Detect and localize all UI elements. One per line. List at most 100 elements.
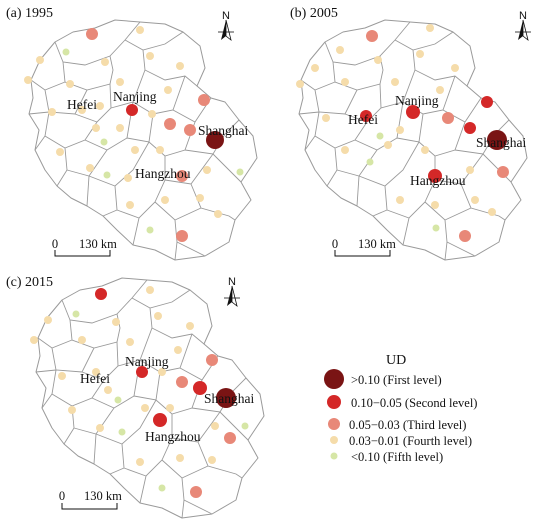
ud-dot — [322, 114, 330, 122]
legend-label: 0.05−0.03 (Third level) — [349, 418, 466, 432]
legend-item-fifth: <0.10 (Fifth level) — [330, 450, 443, 464]
ud-dot — [176, 454, 184, 462]
scale-distance: 130 km — [84, 489, 122, 503]
ud-dot-shanghai — [216, 388, 236, 408]
scale-zero: 0 — [332, 237, 338, 251]
legend-item-first: >0.10 (First level) — [324, 369, 442, 389]
city-label-hefei: Hefei — [348, 112, 378, 127]
ud-dot — [92, 124, 100, 132]
ud-dot — [442, 112, 454, 124]
ud-dot — [146, 286, 154, 294]
ud-dot-nanjing — [406, 105, 420, 119]
ud-dot — [374, 56, 382, 64]
ud-dot — [376, 132, 384, 140]
ud-dot — [466, 166, 474, 174]
ud-dot — [431, 201, 439, 209]
ud-dot — [161, 196, 169, 204]
ud-dot — [146, 226, 154, 234]
ud-dot — [341, 146, 349, 154]
legend-label: >0.10 (First level) — [351, 373, 442, 387]
panel-label-1995: (a) 1995 — [6, 6, 53, 21]
legend-label: 0.03−0.01 (Fourth level) — [349, 434, 472, 448]
scale-distance: 130 km — [358, 237, 396, 251]
ud-dot — [156, 146, 164, 154]
ud-dot — [488, 208, 496, 216]
ud-dot — [164, 86, 172, 94]
scale-zero: 0 — [59, 489, 65, 503]
ud-dot — [141, 404, 149, 412]
scale-zero: 0 — [52, 237, 58, 251]
ud-dot — [146, 52, 154, 60]
legend: UD >0.10 (First level) 0.10−0.05 (Second… — [324, 353, 477, 464]
dots-1995 — [24, 26, 244, 242]
ud-dot — [36, 56, 44, 64]
ud-dot — [126, 338, 134, 346]
ud-dot — [296, 80, 304, 88]
legend-swatch — [330, 436, 338, 444]
ud-dot-hangzhou — [153, 413, 167, 427]
ud-dot — [158, 484, 166, 492]
ud-dot — [56, 148, 64, 156]
ud-dot — [396, 126, 404, 134]
ud-dot — [360, 110, 372, 122]
ud-dot — [68, 406, 76, 414]
panel-2015: (c) 2015 N — [6, 275, 265, 519]
ud-dot — [336, 46, 344, 54]
city-label-shanghai: Shanghai — [476, 135, 526, 150]
legend-title: UD — [386, 353, 406, 368]
ud-dot — [96, 102, 104, 110]
ud-dot — [432, 224, 440, 232]
legend-item-second: 0.10−0.05 (Second level) — [327, 395, 477, 410]
ud-dot — [166, 404, 174, 412]
ud-dot — [136, 26, 144, 34]
ud-dot — [241, 422, 249, 430]
ud-dot-hangzhou — [176, 170, 188, 182]
city-label-hefei: Hefei — [67, 97, 97, 112]
ud-dot — [158, 368, 166, 376]
ud-dot — [208, 456, 216, 464]
legend-item-third: 0.05−0.03 (Third level) — [328, 418, 466, 432]
ud-dot — [48, 108, 56, 116]
ud-dot — [154, 312, 162, 320]
ud-dot — [86, 164, 94, 172]
ud-dot — [224, 432, 236, 444]
ud-dot — [114, 396, 122, 404]
ud-dot — [30, 336, 38, 344]
ud-dot — [384, 141, 392, 149]
ud-dot — [198, 94, 210, 106]
ud-dot-nanjing — [126, 104, 138, 116]
ud-dot — [211, 422, 219, 430]
legend-swatch — [327, 395, 341, 409]
legend-swatch — [324, 369, 344, 389]
ud-dot — [464, 122, 476, 134]
ud-dot — [92, 368, 100, 376]
scale-bar: 0 130 km — [332, 237, 396, 257]
scale-bar: 0 130 km — [52, 237, 117, 257]
ud-dot — [421, 146, 429, 154]
ud-dot — [366, 30, 378, 42]
scale-bar: 0 130 km — [59, 489, 122, 510]
ud-dot — [311, 64, 319, 72]
ud-dot-shanghai — [206, 131, 224, 149]
ud-dot — [95, 288, 107, 300]
ud-dot — [62, 48, 70, 56]
ud-dot — [86, 28, 98, 40]
ud-dot-shanghai — [487, 130, 507, 150]
ud-dot — [366, 158, 374, 166]
panel-2005: (b) 2005 N — [290, 6, 532, 261]
ud-dot — [416, 50, 424, 58]
dots-2005 — [296, 24, 509, 242]
ud-dot — [391, 78, 399, 86]
ud-dot — [118, 428, 126, 436]
north-arrow-icon: N — [514, 10, 532, 41]
panel-1995: (a) 1995 N — [6, 6, 258, 261]
ud-dot — [66, 80, 74, 88]
legend-label: <0.10 (Fifth level) — [351, 450, 443, 464]
city-label-shanghai: Shanghai — [198, 123, 248, 138]
ud-dot — [184, 124, 196, 136]
ud-dot — [214, 210, 222, 218]
city-label-hefei: Hefei — [80, 371, 110, 386]
panel-label-2005: (b) 2005 — [290, 6, 338, 21]
ud-dot-nanjing — [136, 366, 148, 378]
